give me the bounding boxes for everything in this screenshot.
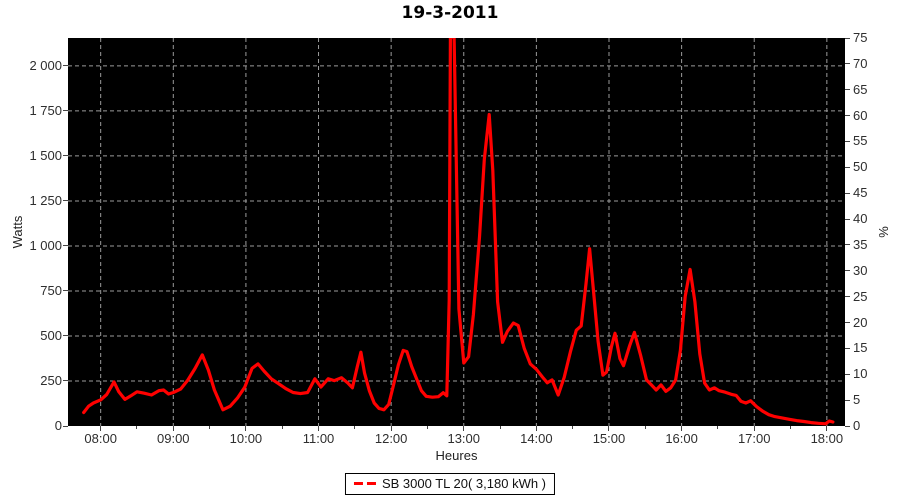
y-axis-left-tick-label: 1 750 bbox=[29, 102, 62, 118]
y-axis-right-tick-label: 50 bbox=[853, 159, 868, 175]
x-axis-minor-tickmark bbox=[572, 426, 574, 429]
x-axis-tick-label: 17:00 bbox=[737, 431, 771, 446]
y-axis-right-tick-label: 60 bbox=[853, 107, 868, 123]
y-axis-left-label: Watts bbox=[10, 215, 25, 249]
y-axis-left-tick-label: 0 bbox=[54, 418, 62, 433]
x-axis-tick-label: 08:00 bbox=[84, 431, 117, 446]
y-axis-left-tick-label: 250 bbox=[40, 372, 62, 388]
y-axis-right-tickmark bbox=[845, 425, 850, 427]
legend-label: SB 3000 TL 20( 3,180 kWh ) bbox=[381, 476, 547, 491]
x-axis-tickmark bbox=[535, 426, 537, 431]
y-axis-right-tick-label: 75 bbox=[853, 30, 868, 45]
y-axis-left-tickmark bbox=[63, 65, 68, 67]
y-axis-left-tickmark bbox=[63, 335, 68, 337]
x-axis-tickmark bbox=[172, 426, 174, 431]
y-axis-right-label: % bbox=[876, 226, 891, 238]
y-axis-left-tickmark bbox=[63, 290, 68, 292]
y-axis-right-tickmark bbox=[845, 63, 850, 65]
y-axis-left-tickmark bbox=[63, 425, 68, 427]
x-axis-label: Heures bbox=[435, 448, 478, 463]
y-axis-right-tick-label: 55 bbox=[853, 133, 868, 149]
y-axis-left-tickmark bbox=[63, 200, 68, 202]
x-axis-tickmark bbox=[463, 426, 465, 431]
y-axis-right-tick-label: 35 bbox=[853, 236, 868, 252]
y-axis-left-tick-label: 1 500 bbox=[29, 147, 62, 163]
x-axis-minor-tickmark bbox=[644, 426, 646, 429]
x-axis-tick-label: 13:00 bbox=[447, 431, 481, 446]
y-axis-left-tick-label: 500 bbox=[40, 327, 62, 343]
y-axis-right-tick-label: 70 bbox=[853, 55, 868, 71]
y-axis-right-tickmark bbox=[845, 322, 850, 324]
y-axis-right-tickmark bbox=[845, 399, 850, 401]
x-axis-tick-label: 16:00 bbox=[665, 431, 698, 446]
x-axis-minor-tickmark bbox=[281, 426, 283, 429]
y-axis-right-tick-label: 25 bbox=[853, 288, 868, 304]
y-axis-right-tick-label: 0 bbox=[853, 418, 861, 433]
y-axis-left-tickmark bbox=[63, 110, 68, 112]
y-axis-right-tick-label: 5 bbox=[853, 392, 861, 408]
x-axis-tickmark bbox=[681, 426, 683, 431]
x-axis-minor-tickmark bbox=[426, 426, 428, 429]
y-axis-right-tick-label: 30 bbox=[853, 262, 868, 278]
x-axis-tick-label: 14:00 bbox=[520, 431, 553, 446]
x-axis-tick-label: 09:00 bbox=[157, 431, 190, 446]
y-axis-right-tickmark bbox=[845, 115, 850, 117]
y-axis-right-tick-label: 20 bbox=[853, 314, 868, 330]
x-axis-tickmark bbox=[245, 426, 247, 431]
y-axis-right-tick-label: 10 bbox=[853, 366, 868, 382]
y-axis-left-tickmark bbox=[63, 155, 68, 157]
legend: SB 3000 TL 20( 3,180 kWh ) bbox=[344, 473, 556, 495]
y-axis-right-tick-label: 65 bbox=[853, 81, 868, 97]
y-axis-left-tick-label: 1 000 bbox=[29, 237, 62, 253]
x-axis-minor-tickmark bbox=[790, 426, 792, 429]
y-axis-left-tick-label: 1 250 bbox=[29, 192, 62, 208]
y-axis-left-tickmark bbox=[63, 245, 68, 247]
x-axis-minor-tickmark bbox=[136, 426, 138, 429]
y-axis-right-tickmark bbox=[845, 166, 850, 168]
x-axis-tickmark bbox=[390, 426, 392, 431]
y-axis-right-tickmark bbox=[845, 347, 850, 349]
x-axis-tickmark bbox=[608, 426, 610, 431]
y-axis-right-tickmark bbox=[845, 296, 850, 298]
chart-canvas bbox=[68, 38, 845, 426]
x-axis-tickmark bbox=[100, 426, 102, 431]
y-axis-left-tickmark bbox=[63, 380, 68, 382]
x-axis-minor-tickmark bbox=[209, 426, 211, 429]
y-axis-right-tickmark bbox=[845, 37, 850, 39]
x-axis-minor-tickmark bbox=[499, 426, 501, 429]
x-axis-tickmark bbox=[318, 426, 320, 431]
y-axis-right-tickmark bbox=[845, 192, 850, 194]
y-axis-right-tickmark bbox=[845, 218, 850, 220]
x-axis-minor-tickmark bbox=[717, 426, 719, 429]
y-axis-right-tick-label: 45 bbox=[853, 185, 868, 201]
x-axis-tick-label: 11:00 bbox=[302, 431, 335, 446]
legend-line-marker bbox=[353, 482, 376, 485]
x-axis-tick-label: 18:00 bbox=[810, 431, 844, 446]
y-axis-right-tick-label: 40 bbox=[853, 211, 868, 227]
x-axis-tick-label: 12:00 bbox=[374, 431, 408, 446]
plot-area bbox=[68, 38, 845, 426]
y-axis-right-tickmark bbox=[845, 270, 850, 272]
chart-title: 19-3-2011 bbox=[401, 3, 499, 23]
x-axis-tick-label: 15:00 bbox=[592, 431, 626, 446]
y-axis-right-tickmark bbox=[845, 244, 850, 246]
y-axis-right-tickmark bbox=[845, 140, 850, 142]
y-axis-left-tick-label: 750 bbox=[40, 282, 62, 298]
x-axis-tickmark bbox=[826, 426, 828, 431]
y-axis-right-tickmark bbox=[845, 373, 850, 375]
y-axis-right-tickmark bbox=[845, 89, 850, 91]
y-axis-left-tick-label: 2 000 bbox=[29, 57, 62, 73]
y-axis-right-tick-label: 15 bbox=[853, 340, 868, 356]
x-axis-tickmark bbox=[753, 426, 755, 431]
x-axis-minor-tickmark bbox=[354, 426, 356, 429]
x-axis-tick-label: 10:00 bbox=[229, 431, 263, 446]
